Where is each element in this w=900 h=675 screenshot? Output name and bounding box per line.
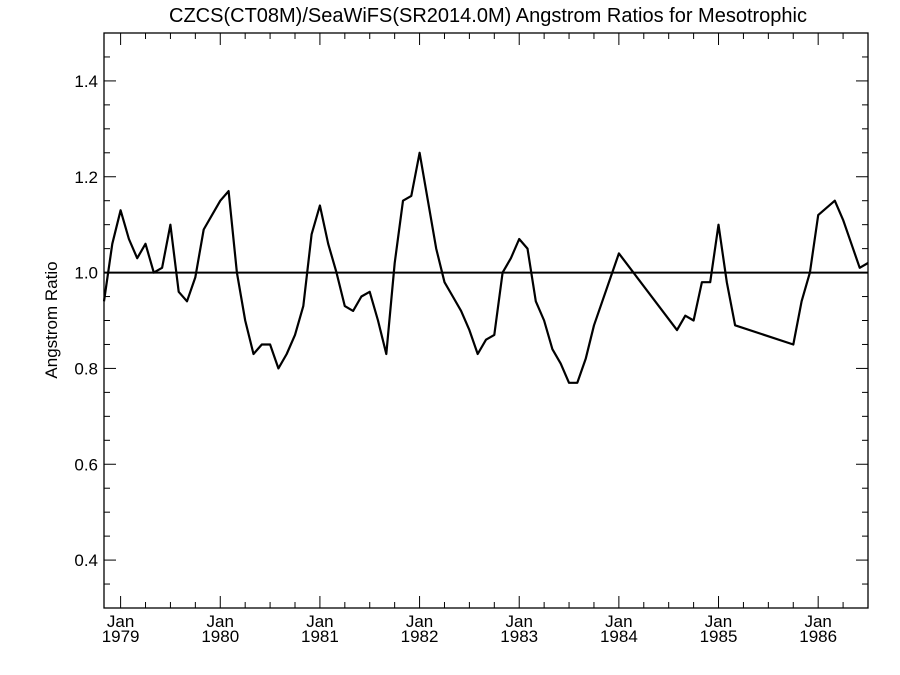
y-tick-label: 1.0: [74, 264, 98, 283]
x-tick-month-label: Jan: [406, 612, 433, 631]
y-tick-label: 1.2: [74, 168, 98, 187]
y-tick-label: 0.6: [74, 455, 98, 474]
x-tick-month-label: Jan: [804, 612, 831, 631]
x-tick-month-label: Jan: [605, 612, 632, 631]
plot-frame: [103, 32, 869, 609]
x-tick-year-label: 1983: [500, 627, 538, 646]
x-tick-year-label: 1985: [700, 627, 738, 646]
x-tick-month-label: Jan: [207, 612, 234, 631]
y-tick-labels: 0.4 0.6 0.8 1.0 1.2 1.4: [74, 72, 98, 570]
x-tick-month-label: Jan: [107, 612, 134, 631]
chart-title: CZCS(CT08M)/SeaWiFS(SR2014.0M) Angstrom …: [169, 5, 807, 27]
x-tick-year-label: 1986: [799, 627, 837, 646]
axis-ticks: [104, 32, 869, 609]
angstrom-ratio-line: [102, 151, 869, 384]
x-tick-month-label: Jan: [506, 612, 533, 631]
y-tick-label: 0.4: [74, 551, 98, 570]
x-tick-month-label: Jan: [306, 612, 333, 631]
x-tick-year-label: 1984: [600, 627, 638, 646]
y-axis-label: Angstrom Ratio: [42, 261, 61, 378]
y-tick-label: 0.8: [74, 359, 98, 378]
x-tick-month-label: Jan: [705, 612, 732, 631]
y-tick-label: 1.4: [74, 72, 98, 91]
x-tick-year-label: 1982: [401, 627, 439, 646]
x-tick-year-label: 1980: [201, 627, 239, 646]
x-tick-labels: Jan1979Jan1980Jan1981Jan1982Jan1983Jan19…: [102, 612, 837, 646]
x-tick-year-label: 1979: [102, 627, 140, 646]
x-tick-year-label: 1981: [301, 627, 339, 646]
